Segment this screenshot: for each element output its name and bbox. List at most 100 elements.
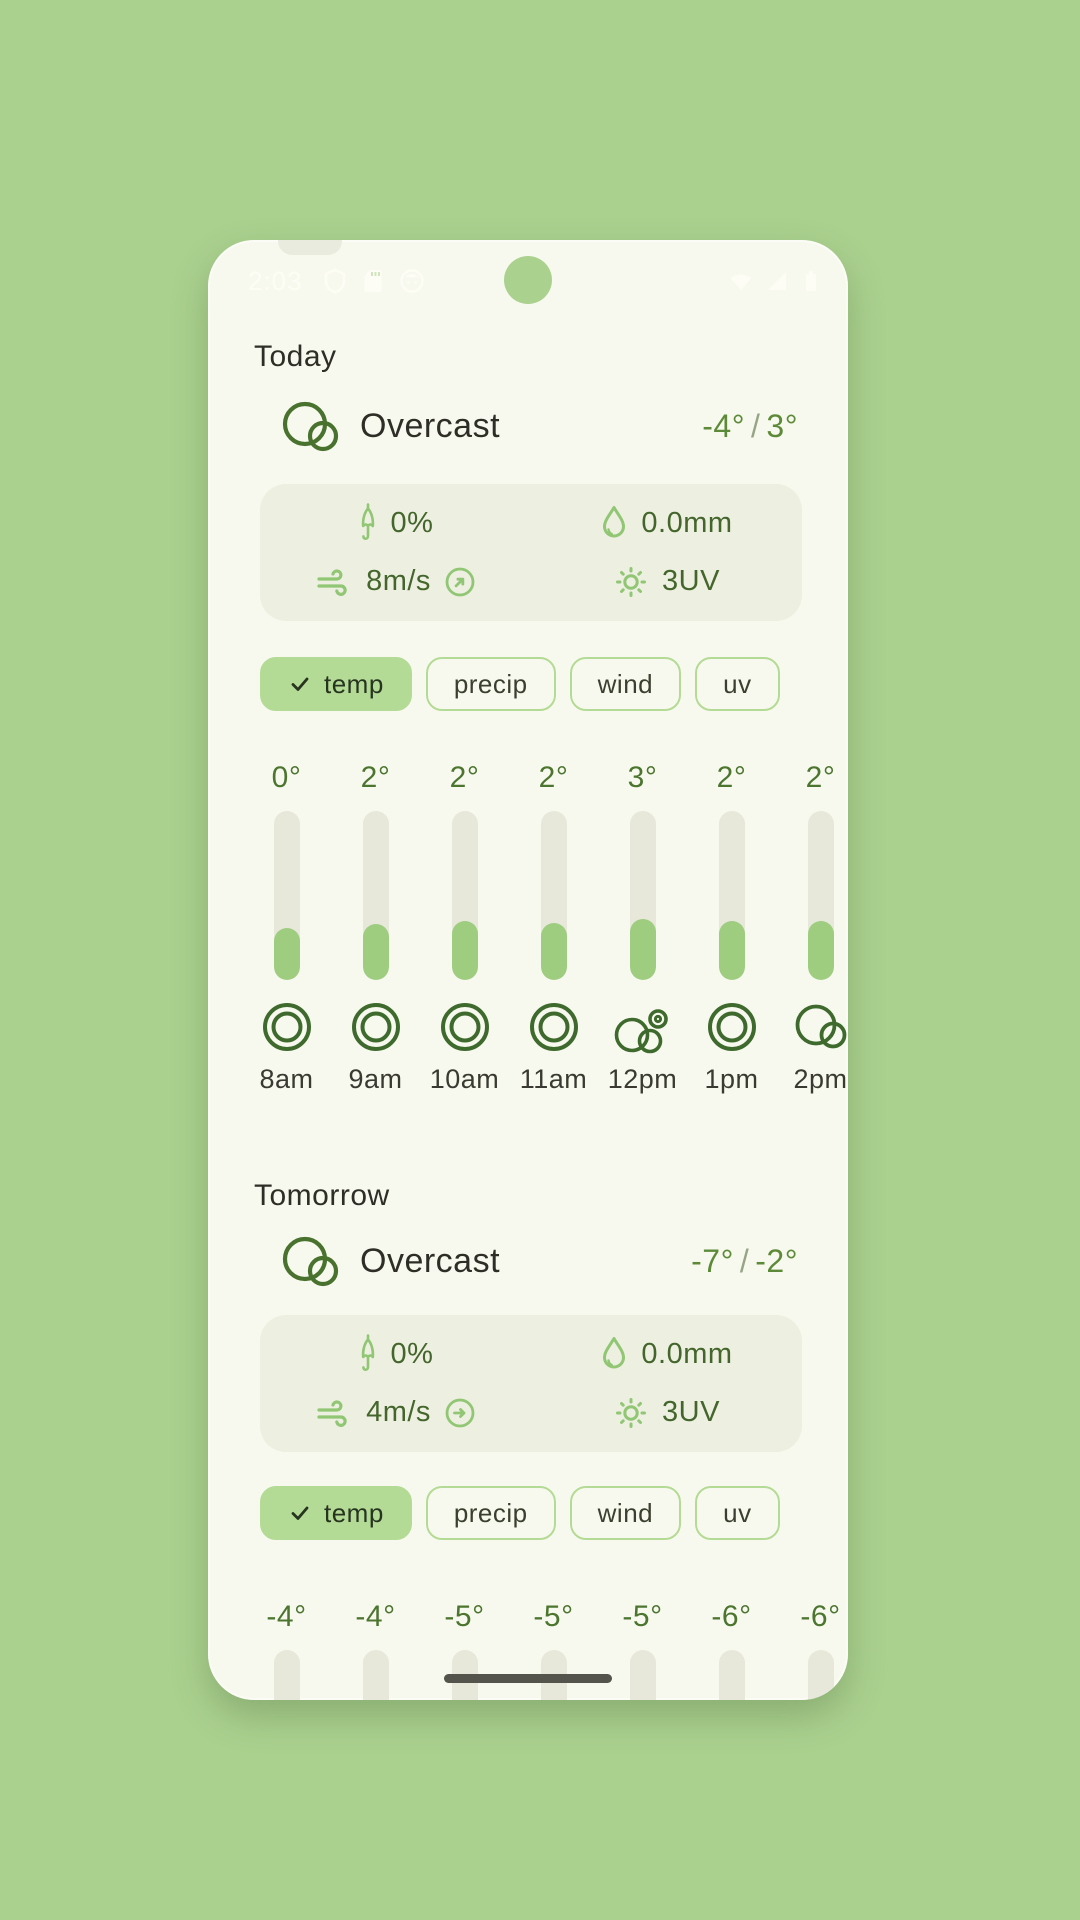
cloudy-rings-icon: [704, 996, 760, 1058]
chip-wind[interactable]: wind: [569, 657, 682, 711]
chip-precip[interactable]: precip: [425, 657, 556, 711]
hour-column: 2° 1pm: [687, 761, 776, 1095]
hour-column: -4°: [242, 1600, 331, 1700]
wind-direction-icon: [444, 1397, 476, 1429]
chip-label: precip: [453, 668, 528, 699]
tomorrow-temp-high: -2°: [755, 1242, 798, 1279]
overcast-icon: [280, 398, 340, 454]
chip-label: uv: [723, 1497, 752, 1528]
phone-frame: 2:03 Today: [208, 240, 848, 1700]
camera-punch-hole: [504, 256, 552, 304]
temp-bar: [807, 1650, 834, 1700]
temp-bar: [273, 1650, 300, 1700]
hour-column: -5°: [598, 1600, 687, 1700]
hour-temp: 2°: [449, 761, 480, 794]
tomorrow-temp-range: -7° / -2°: [691, 1243, 798, 1280]
wind-speed-value: 4m/s: [366, 1396, 431, 1429]
hour-time: 12pm: [607, 1064, 678, 1094]
today-temp-range: -4°/3°: [702, 408, 798, 445]
today-hourly-strip[interactable]: 0° 8am 2° 9am 2° 10am 2° 11am: [208, 761, 848, 1095]
umbrella-icon: [358, 1334, 378, 1374]
wind-icon: [315, 568, 353, 596]
chip-uv[interactable]: uv: [695, 657, 780, 711]
hour-temp: 2°: [805, 761, 836, 794]
hour-time: 8am: [259, 1064, 314, 1094]
chip-label: temp: [324, 668, 384, 699]
battery-icon: [800, 268, 822, 294]
today-section-title: Today: [254, 340, 337, 373]
hour-column: 3° 12pm: [598, 761, 687, 1095]
cloudy-rings-icon: [348, 996, 404, 1058]
chip-label: uv: [723, 668, 752, 699]
today-temp-high: 3°: [766, 407, 798, 444]
hour-column: 2° 11am: [509, 761, 598, 1095]
check-icon: [288, 672, 312, 696]
cloudy-rings-icon: [526, 996, 582, 1058]
hour-time: 1pm: [704, 1064, 759, 1094]
status-bar: 2:03: [208, 260, 848, 302]
hour-column: -4°: [331, 1600, 420, 1700]
partly-cloudy-icon: [610, 996, 676, 1058]
chip-temp[interactable]: temp: [260, 1486, 412, 1540]
temp-bar: [362, 811, 389, 980]
shield-icon: [323, 268, 347, 294]
tomorrow-uv: 3UV: [531, 1395, 802, 1431]
uv-value: 3UV: [662, 565, 720, 598]
precip-chance-value: 0%: [390, 506, 434, 539]
cloudy-rings-icon: [437, 996, 493, 1058]
hour-temp: -4°: [355, 1600, 396, 1633]
wind-direction-icon: [444, 566, 476, 598]
hour-column: 2° 9am: [331, 761, 420, 1095]
overcast-icon: [792, 996, 849, 1058]
hour-time: 11am: [519, 1064, 588, 1094]
tomorrow-condition-row: Overcast -7° / -2°: [280, 1233, 798, 1289]
hour-temp: -5°: [533, 1600, 574, 1633]
cloudy-rings-icon: [259, 996, 315, 1058]
hour-temp: 0°: [271, 761, 302, 794]
tomorrow-hourly-strip[interactable]: -4° -4° -5° -5° -5° -6°: [208, 1600, 848, 1700]
chip-uv[interactable]: uv: [695, 1486, 780, 1540]
today-precip-amount: 0.0mm: [531, 505, 802, 541]
tomorrow-stats-card: 0% 0.0mm 4m/s 3UV: [260, 1315, 802, 1452]
tomorrow-precip-chance: 0%: [260, 1334, 531, 1374]
sun-icon: [613, 1395, 649, 1431]
tomorrow-condition-label: Overcast: [360, 1241, 501, 1280]
hour-time: 10am: [429, 1064, 500, 1094]
uv-value: 3UV: [662, 1396, 720, 1429]
signal-icon: [765, 269, 789, 293]
temp-separator: /: [739, 1242, 750, 1279]
today-chip-row: temp precip wind uv: [260, 657, 848, 711]
hour-temp: 3°: [627, 761, 658, 794]
temp-bar: [273, 811, 300, 980]
hour-temp: -5°: [444, 1600, 485, 1633]
chip-wind[interactable]: wind: [569, 1486, 682, 1540]
temp-bar: [362, 1650, 389, 1700]
umbrella-icon: [358, 503, 378, 543]
temp-bar: [451, 811, 478, 980]
wifi-icon: [728, 269, 754, 293]
sun-icon: [613, 564, 649, 600]
precip-amount-value: 0.0mm: [641, 506, 733, 539]
hour-column: -6°: [776, 1600, 848, 1700]
chip-precip[interactable]: precip: [425, 1486, 556, 1540]
tomorrow-precip-amount: 0.0mm: [531, 1336, 802, 1372]
app-content: Today Overcast -4°/3° 0% 0.0mm: [208, 240, 848, 1700]
hour-temp: -5°: [622, 1600, 663, 1633]
temp-bar: [540, 811, 567, 980]
hour-column: 0° 8am: [242, 761, 331, 1095]
chip-label: wind: [597, 1497, 654, 1528]
today-condition-row: Overcast -4°/3°: [280, 398, 798, 454]
overcast-icon: [280, 1233, 340, 1289]
temp-bar: [629, 1650, 656, 1700]
sd-card-icon: [362, 268, 384, 294]
today-uv: 3UV: [531, 564, 802, 600]
temp-bar: [718, 811, 745, 980]
check-icon: [288, 1501, 312, 1525]
hour-temp: -6°: [711, 1600, 752, 1633]
hour-column: -5°: [509, 1600, 598, 1700]
tomorrow-section-title: Tomorrow: [254, 1179, 390, 1212]
home-indicator[interactable]: [444, 1674, 612, 1683]
chip-temp[interactable]: temp: [260, 657, 412, 711]
hour-column: 2° 10am: [420, 761, 509, 1095]
